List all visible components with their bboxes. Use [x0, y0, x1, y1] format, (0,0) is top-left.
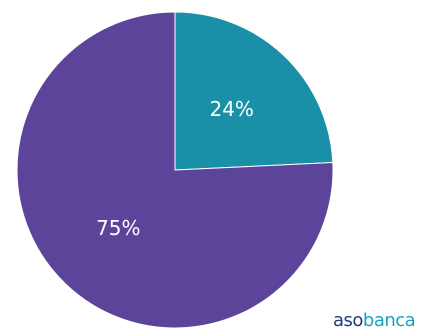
asobanca-logo: asobanca: [333, 310, 416, 331]
pie-slice-1: [16, 11, 334, 329]
slice-label-0: 24%: [209, 97, 253, 121]
logo-text-part1: aso: [333, 310, 363, 331]
pie-slice-0: [174, 11, 334, 171]
slice-label-1: 75%: [96, 216, 140, 240]
pie-slices: [16, 11, 334, 329]
logo-text-part2: banca: [362, 310, 416, 331]
slice-labels: 24% 75%: [96, 97, 254, 240]
